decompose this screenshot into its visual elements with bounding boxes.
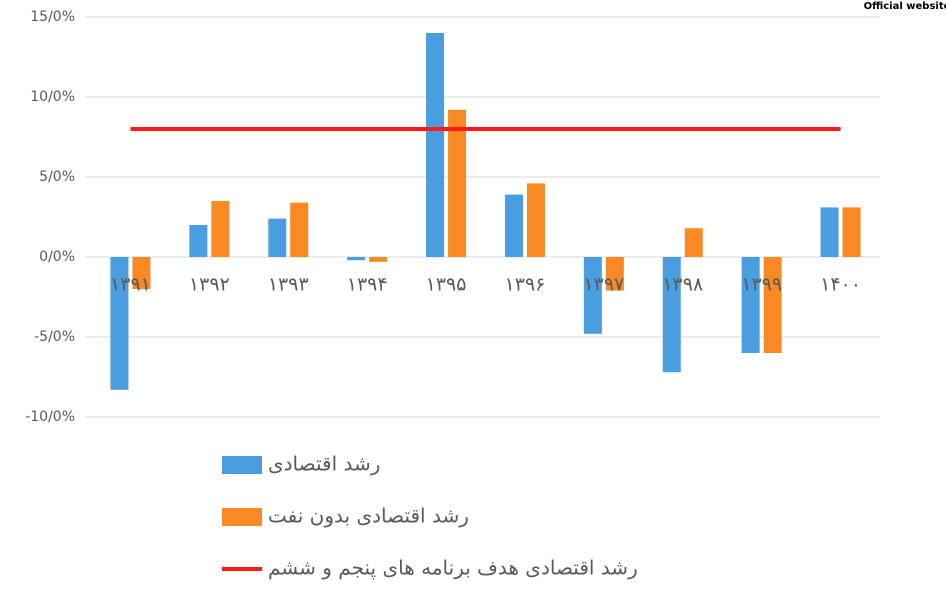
legend-label: رشد اقتصادی بدون نفت bbox=[268, 504, 469, 528]
y-tick-label: 0/0% bbox=[39, 249, 75, 265]
watermark-box bbox=[868, 0, 946, 13]
bar bbox=[110, 257, 129, 390]
bar bbox=[820, 207, 839, 257]
bar bbox=[426, 33, 445, 257]
x-tick-label: ۱۳۹۵ bbox=[426, 274, 467, 296]
bar bbox=[369, 257, 388, 262]
x-tick-label: ۱۳۹۲ bbox=[189, 274, 230, 296]
bar bbox=[132, 257, 151, 289]
bar bbox=[448, 109, 467, 257]
legend-label: رشد اقتصادی هدف برنامه های پنجم و ششم bbox=[268, 556, 638, 581]
bar bbox=[662, 257, 681, 373]
bar bbox=[290, 202, 309, 257]
x-tick-label: ۱۳۹۷ bbox=[583, 274, 624, 296]
legend-swatch bbox=[222, 456, 262, 474]
legend-label: رشد اقتصادی bbox=[268, 452, 380, 476]
bar bbox=[583, 257, 602, 334]
y-tick-label: 10/0% bbox=[30, 89, 75, 105]
bar bbox=[526, 183, 545, 257]
bar bbox=[842, 207, 861, 257]
x-tick-label: ۱۴۰۰ bbox=[820, 274, 861, 296]
bar bbox=[268, 218, 287, 257]
x-tick-label: ۱۳۹۱ bbox=[110, 274, 151, 296]
x-tick-label: ۱۳۹۹ bbox=[741, 274, 782, 296]
watermark: Official website bbox=[864, 1, 946, 12]
x-tick-label: ۱۳۹۸ bbox=[662, 274, 703, 296]
y-tick-label: -10/0% bbox=[25, 409, 75, 425]
bar bbox=[684, 228, 703, 257]
bar bbox=[211, 201, 230, 257]
y-tick-label: -5/0% bbox=[34, 329, 75, 345]
y-tick-label: 5/0% bbox=[39, 169, 75, 185]
bar bbox=[605, 257, 624, 291]
bar bbox=[347, 257, 366, 261]
x-tick-label: ۱۳۹۳ bbox=[268, 274, 309, 296]
bar bbox=[763, 257, 782, 353]
y-tick-label: 15/0% bbox=[30, 9, 75, 25]
legend-swatch bbox=[222, 508, 262, 526]
x-tick-label: ۱۳۹۴ bbox=[347, 274, 388, 296]
x-tick-label: ۱۳۹۶ bbox=[505, 274, 546, 296]
bar bbox=[504, 194, 523, 257]
bar bbox=[189, 225, 208, 257]
bar bbox=[741, 257, 760, 353]
